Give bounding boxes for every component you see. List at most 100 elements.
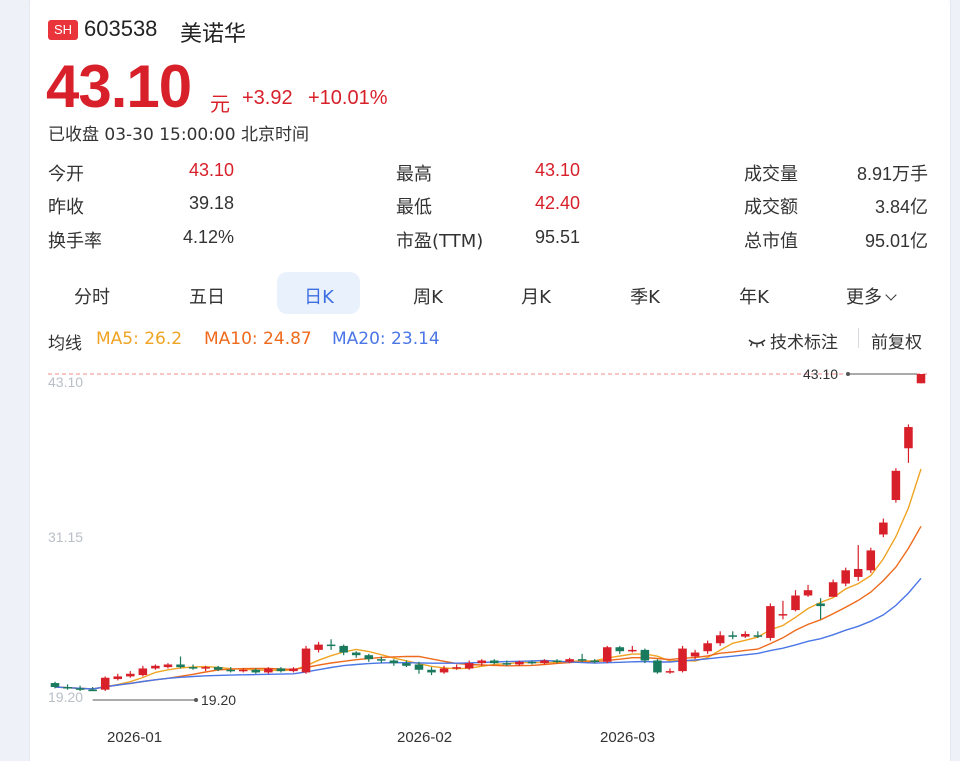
candle-body bbox=[226, 669, 235, 672]
candle-body bbox=[791, 595, 800, 611]
active-tab-highlight bbox=[277, 272, 360, 314]
candle bbox=[326, 639, 336, 650]
candle-body bbox=[866, 550, 876, 571]
tab-minute[interactable]: 分时 bbox=[74, 287, 110, 308]
candle-body bbox=[653, 660, 662, 673]
candle-body bbox=[213, 667, 223, 670]
y-tick-mid: 31.15 bbox=[48, 529, 83, 545]
tab-yearly-k[interactable]: 年K bbox=[739, 287, 769, 308]
candle bbox=[527, 660, 537, 665]
tech-annotation-toggle[interactable]: 技术标注 bbox=[748, 328, 838, 353]
candle bbox=[88, 687, 97, 692]
candlestick-chart[interactable]: 43.10 31.15 19.20 2026-01 2026-02 2026-0… bbox=[0, 355, 960, 755]
y-tick-max: 43.10 bbox=[48, 374, 83, 390]
min-marker-label: 19.20 bbox=[201, 692, 236, 708]
eye-closed-icon bbox=[748, 339, 766, 348]
candle-body bbox=[904, 427, 913, 449]
candle bbox=[452, 664, 461, 670]
candle bbox=[264, 667, 273, 674]
candle-body bbox=[50, 683, 60, 688]
candle bbox=[477, 659, 486, 666]
candle bbox=[314, 641, 323, 653]
candle bbox=[402, 660, 411, 668]
candle-body bbox=[778, 614, 788, 616]
candle bbox=[151, 664, 160, 670]
candle-body bbox=[678, 648, 687, 672]
candle-body bbox=[88, 689, 97, 692]
prev-close-label: 昨收 bbox=[48, 197, 84, 218]
candle-body bbox=[113, 676, 123, 680]
candle bbox=[63, 684, 72, 690]
market-cap-label: 总市值 bbox=[744, 231, 798, 252]
candle bbox=[226, 667, 235, 673]
candle-body bbox=[377, 659, 386, 661]
candle-body bbox=[665, 671, 675, 673]
chevron-down-icon bbox=[885, 289, 897, 301]
candle bbox=[50, 681, 60, 689]
candle-body bbox=[540, 660, 549, 664]
candle-body bbox=[176, 664, 185, 668]
candle-body bbox=[289, 668, 298, 672]
candle bbox=[251, 668, 261, 674]
ma20-line bbox=[54, 577, 922, 690]
turnover-rate-label: 换手率 bbox=[48, 231, 102, 252]
candle bbox=[276, 667, 286, 673]
candle-body bbox=[690, 652, 700, 657]
candle bbox=[75, 685, 85, 691]
candle-body bbox=[151, 665, 160, 669]
tab-more[interactable]: 更多 bbox=[846, 283, 897, 309]
turnover-rate-value: 4.12% bbox=[182, 227, 234, 247]
current-price: 43.10 bbox=[46, 53, 192, 120]
low-label: 最低 bbox=[396, 197, 432, 218]
volume-label: 成交量 bbox=[744, 164, 798, 185]
candle-body bbox=[301, 648, 311, 673]
candle bbox=[590, 659, 599, 664]
tab-daily-k[interactable]: 日K bbox=[304, 287, 334, 308]
max-marker-label: 43.10 bbox=[803, 366, 838, 382]
candle bbox=[377, 656, 386, 664]
candle-body bbox=[464, 663, 474, 669]
tab-monthly-k[interactable]: 月K bbox=[521, 287, 551, 308]
candle bbox=[552, 659, 562, 664]
candle bbox=[289, 667, 298, 673]
min-marker-dot bbox=[194, 698, 198, 702]
candle-body bbox=[490, 660, 499, 664]
candle bbox=[238, 668, 248, 673]
candle bbox=[515, 660, 524, 666]
candle bbox=[766, 603, 775, 641]
candle-body bbox=[527, 661, 537, 664]
candle bbox=[113, 673, 123, 681]
high-value: 43.10 bbox=[534, 160, 580, 180]
candle-body bbox=[590, 660, 599, 662]
candle bbox=[464, 660, 474, 670]
candle bbox=[176, 656, 185, 669]
tab-weekly-k[interactable]: 周K bbox=[413, 287, 443, 308]
candle bbox=[791, 590, 800, 612]
ma5-line bbox=[54, 468, 922, 690]
ma10-legend: MA10: 24.87 bbox=[204, 329, 312, 349]
prev-close-value: 39.18 bbox=[188, 193, 234, 213]
candle bbox=[640, 648, 650, 664]
candle bbox=[389, 659, 399, 666]
candle bbox=[866, 547, 876, 573]
tech-annotation-label: 技术标注 bbox=[770, 333, 838, 353]
adjust-selector[interactable]: 前复权 bbox=[871, 333, 922, 353]
candle-body bbox=[602, 647, 612, 662]
ma20-legend: MA20: 23.14 bbox=[332, 329, 440, 349]
candle-body bbox=[427, 669, 436, 673]
divider bbox=[858, 328, 859, 348]
candle-body bbox=[351, 652, 361, 656]
tab-five-day[interactable]: 五日 bbox=[189, 287, 225, 308]
candle bbox=[653, 659, 662, 674]
candle bbox=[753, 631, 763, 638]
candle bbox=[602, 645, 612, 664]
candle-body bbox=[264, 668, 273, 673]
tab-quarterly-k[interactable]: 季K bbox=[630, 287, 660, 308]
candle bbox=[414, 661, 424, 674]
candle-body bbox=[138, 668, 148, 676]
candle bbox=[728, 631, 738, 640]
candle bbox=[163, 663, 173, 669]
amount-label: 成交额 bbox=[744, 197, 798, 218]
candle-body bbox=[803, 590, 813, 596]
market-status: 已收盘 03-30 15:00:00 北京时间 bbox=[48, 125, 309, 145]
